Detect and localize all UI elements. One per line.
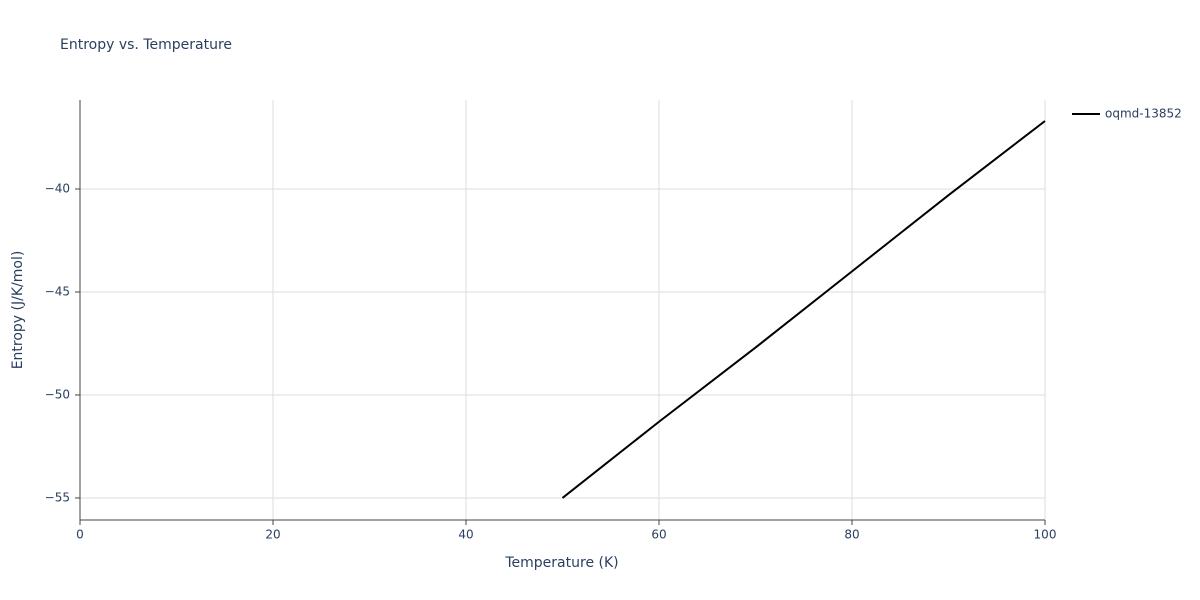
y-axis-label: Entropy (J/K/mol): [10, 251, 26, 370]
x-tick-label: 60: [651, 528, 666, 542]
y-tick-label: −45: [45, 284, 70, 298]
x-tick-label: 40: [458, 528, 473, 542]
x-tick-label: 0: [76, 528, 84, 542]
y-tick-label: −55: [45, 490, 70, 504]
chart-title: Entropy vs. Temperature: [60, 37, 232, 53]
y-tick-label: −40: [45, 181, 70, 195]
x-tick-label: 20: [265, 528, 280, 542]
x-tick-label: 100: [1034, 528, 1057, 542]
line-series: [561, 120, 1046, 499]
legend-label: oqmd-13852: [1105, 107, 1182, 121]
x-axis-label: Temperature (K): [504, 555, 618, 571]
y-tick-label: −50: [45, 387, 70, 401]
x-tick-label: 80: [844, 528, 859, 542]
